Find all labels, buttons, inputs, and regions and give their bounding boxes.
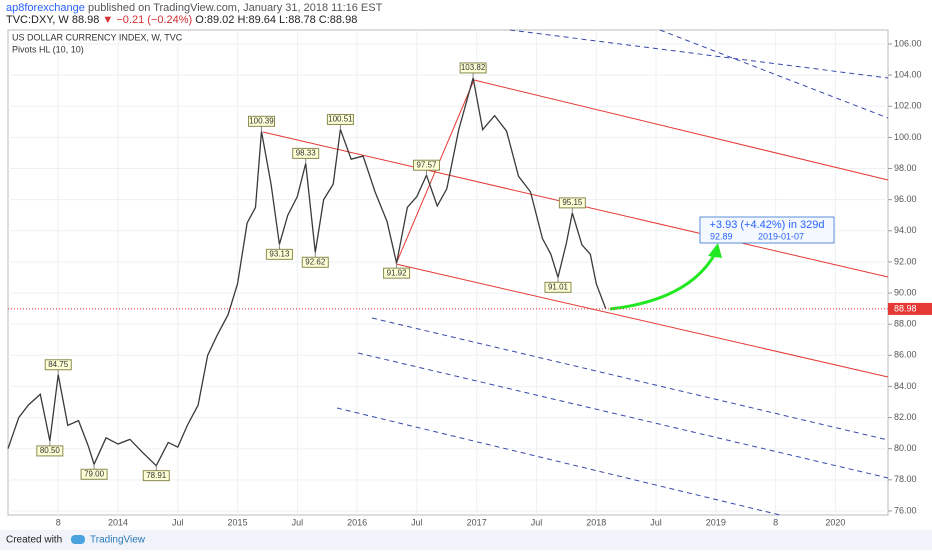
dashed-line [336, 407, 781, 516]
price: 88.98 [72, 14, 100, 26]
pivot-label: 91.92 [387, 268, 408, 277]
y-tick-label: 80.00 [894, 443, 917, 453]
y-tick-label: 104.00 [894, 70, 922, 80]
pivot-label: 91.01 [548, 282, 569, 291]
price-line [7, 77, 607, 467]
symbol-line: TVC:DXY, W 88.98 ▼ −0.21 (−0.24%) O:89.0… [6, 14, 357, 26]
pivot-box [44, 359, 72, 371]
x-tick-label: 2017 [467, 517, 487, 527]
change: ▼ −0.21 (−0.24%) [102, 14, 192, 26]
chart-subtitle: Pivots HL (10, 10) [12, 44, 84, 54]
pivot-box [80, 468, 108, 480]
y-tick-label: 100.00 [894, 132, 922, 142]
pivot-label: 79.00 [84, 469, 105, 478]
y-tick-label: 90.00 [894, 287, 917, 297]
footer-created: Created with [6, 535, 62, 546]
header-line: ap8forexchange published on TradingView.… [6, 2, 383, 14]
x-tick-label: 2014 [108, 517, 128, 527]
channels [262, 29, 889, 516]
pivot-box [247, 115, 275, 127]
pivot-box [326, 113, 354, 125]
x-tick-label: Jul [292, 517, 304, 527]
dashed-line [509, 29, 889, 79]
pivot-box [544, 281, 572, 293]
pivot-label: 80.50 [40, 446, 61, 455]
x-tick-label: 2018 [586, 517, 606, 527]
footer-bar [0, 530, 932, 550]
dashed-line [371, 317, 889, 441]
channel-line [473, 79, 889, 181]
plot: 80.50 84.75 79.00 78.91 100.39 93.13 98.33 92.6… [7, 62, 888, 482]
projection-arrow [609, 251, 718, 311]
y-tick-label: 102.00 [894, 101, 922, 111]
arrow-head [708, 243, 722, 258]
author[interactable]: ap8forexchange [6, 2, 85, 14]
y-tick-label: 106.00 [894, 38, 922, 48]
plot-frame [7, 29, 889, 516]
pivot-label: 92.62 [305, 257, 326, 266]
x-tick-label: Jul [411, 517, 423, 527]
x-tick-label: 8 [56, 517, 61, 527]
x-tick-label: 2016 [347, 517, 367, 527]
y-tick-label: 92.00 [894, 256, 917, 266]
y-tick-label: 78.00 [894, 474, 917, 484]
ohlc: O:89.02 H:89.64 L:88.78 C:88.98 [195, 14, 357, 26]
x-tick-label: 2019 [706, 517, 726, 527]
logo [71, 535, 85, 544]
pivot-label: 100.39 [249, 116, 274, 125]
pivot-label: 78.91 [146, 471, 167, 480]
x-tick-label: Jul [172, 517, 184, 527]
annotation-box [699, 216, 835, 244]
pivot-label: 84.75 [48, 360, 69, 369]
pivot-box [265, 248, 293, 260]
y-tick-label: 98.00 [894, 163, 917, 173]
chart-title: US DOLLAR CURRENCY INDEX, W, TVC [12, 32, 183, 42]
annotation-date: 2019-01-07 [758, 231, 804, 241]
annotation-price: 92.89 [710, 231, 733, 241]
pivot-box [301, 256, 329, 268]
pivot-box [459, 62, 487, 74]
last-price-label: 88.98 [894, 303, 917, 313]
last-price-box [888, 302, 932, 315]
pivot-label: 100.51 [328, 115, 353, 124]
pivot-box [142, 470, 170, 482]
pivot-box [412, 159, 440, 171]
y-tick-label: 86.00 [894, 350, 917, 360]
y-tick-label: 94.00 [894, 225, 917, 235]
pivot-box [36, 445, 64, 457]
x-tick-label: Jul [650, 517, 662, 527]
dashed-line [357, 352, 889, 479]
pivot-box [292, 147, 320, 159]
y-tick-label: 84.00 [894, 381, 917, 391]
y-tick-label: 96.00 [894, 194, 917, 204]
symbol: TVC:DXY, W [6, 14, 69, 26]
pivot-box [383, 267, 411, 279]
pivot-label: 95.15 [562, 198, 583, 207]
published: published on TradingView.com, January 31… [88, 2, 383, 14]
channel-line [395, 263, 889, 378]
x-tick-label: Jul [531, 517, 543, 527]
footer-brand[interactable]: TradingView [90, 535, 146, 546]
pivot-label: 97.57 [416, 160, 437, 169]
x-tick-label: 2015 [228, 517, 248, 527]
pivot-label: 98.33 [296, 148, 317, 157]
x-tick-label: 2020 [825, 517, 845, 527]
pivot-label: 103.82 [461, 63, 486, 72]
dashed-line [659, 29, 889, 119]
channel-line [395, 79, 475, 265]
y-tick-label: 88.00 [894, 319, 917, 329]
x-tick-label: 8 [773, 517, 778, 527]
y-tick-label: 76.00 [894, 505, 917, 515]
pivot-label: 93.13 [269, 249, 290, 258]
y-tick-label: 82.00 [894, 412, 917, 422]
pivot-box [558, 197, 586, 209]
annotation-text: +3.93 (+4.42%) in 329d [710, 219, 825, 231]
